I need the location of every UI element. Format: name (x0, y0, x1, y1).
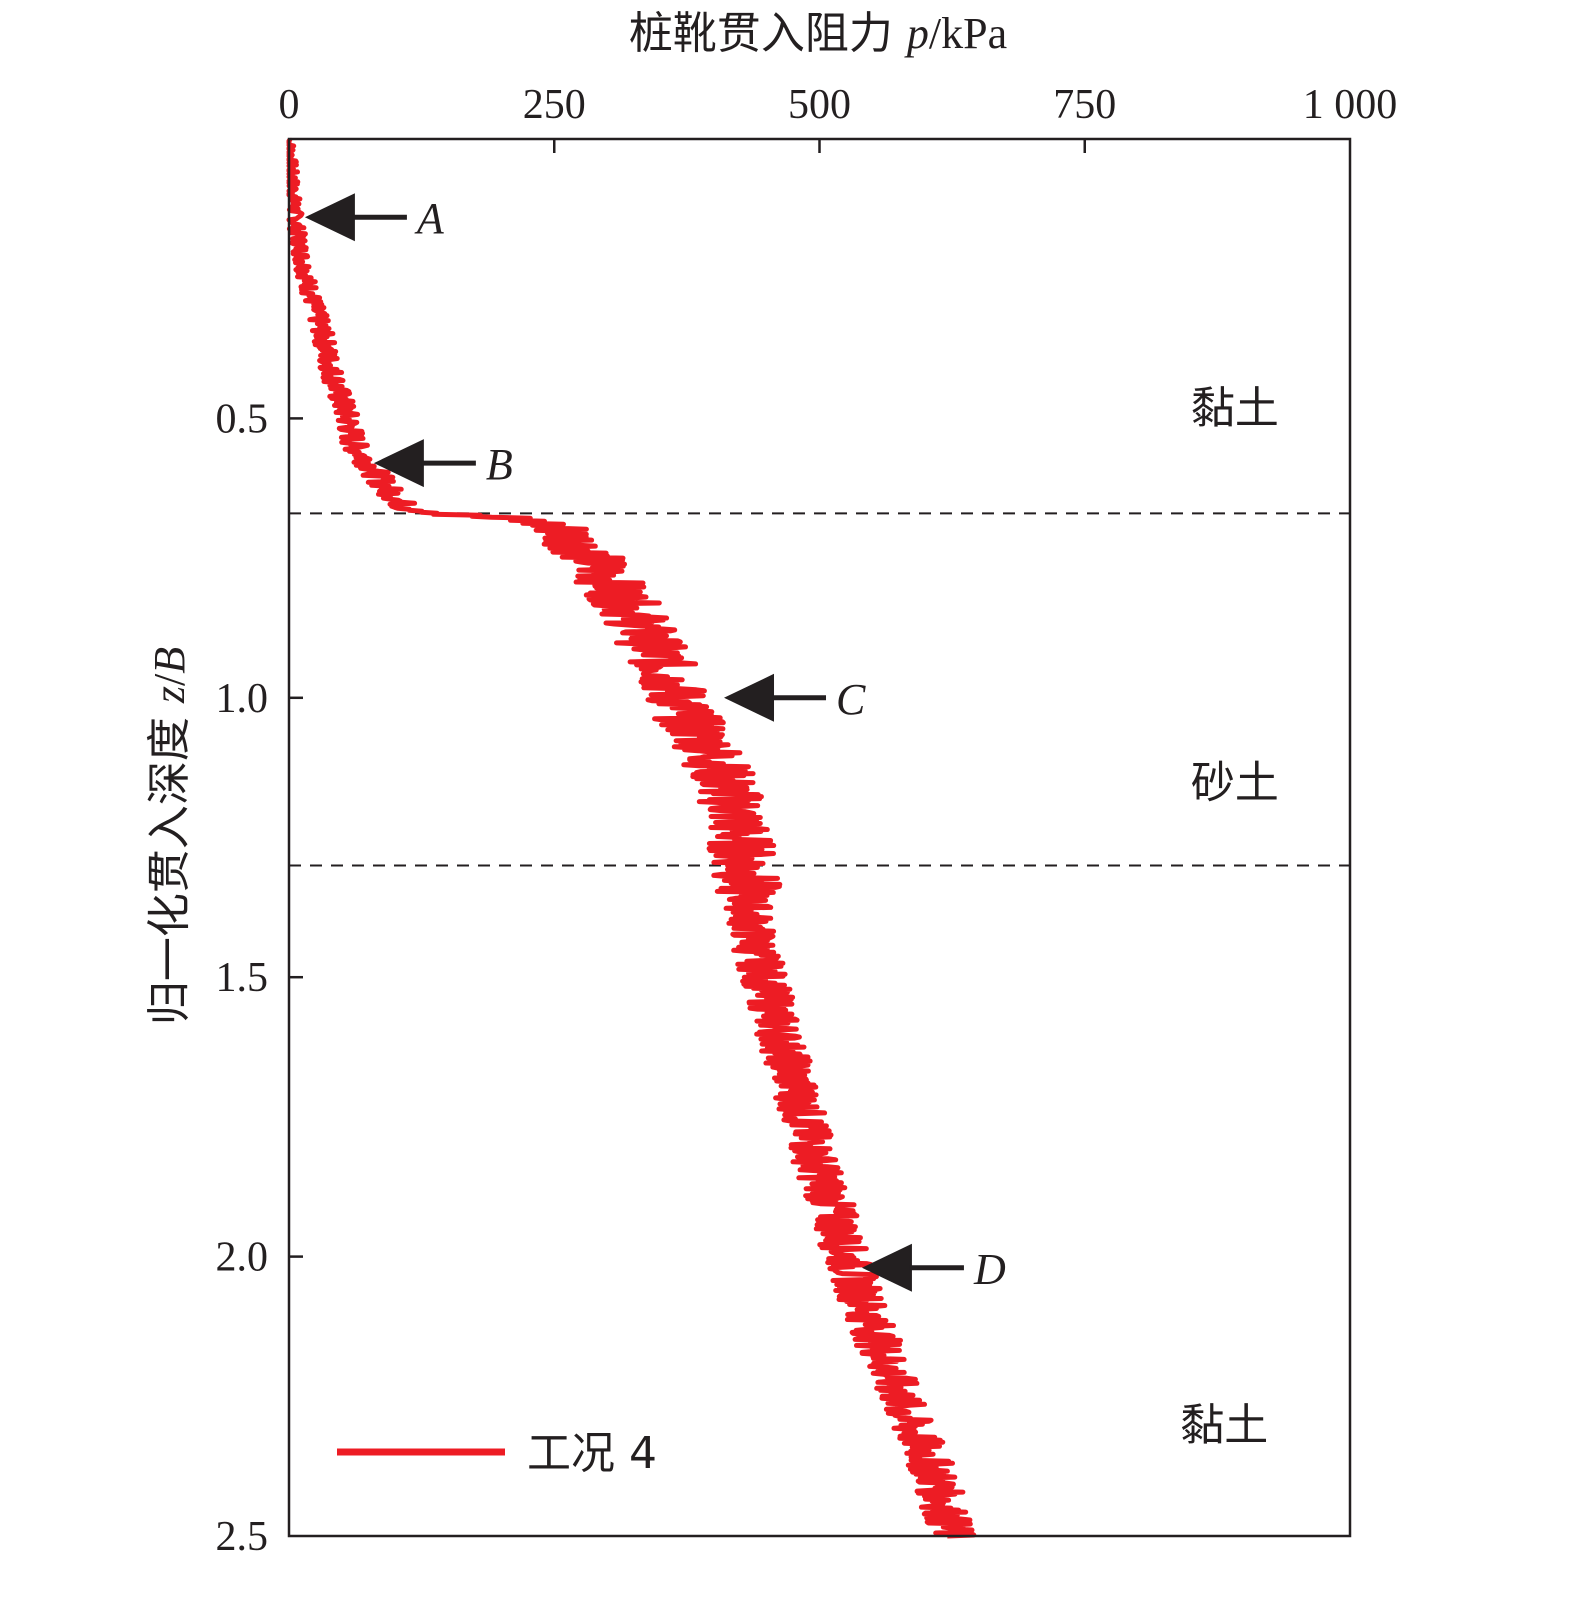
y-tick-label: 1.0 (216, 676, 269, 722)
x-axis-title-main: 桩靴贯入阻力 (629, 8, 907, 59)
legend-label: 工况 4 (527, 1428, 657, 1479)
annotation-label: D (973, 1245, 1006, 1294)
x-tick-label: 750 (1053, 82, 1116, 128)
annotations: A B C D (304, 193, 1006, 1294)
x-tick-label: 1 000 (1303, 82, 1398, 128)
y-axis-title-sep: / (145, 673, 194, 686)
x-tick-label: 250 (523, 82, 586, 128)
y-tick-label: 2.5 (216, 1514, 269, 1560)
y-tick-label: 0.5 (216, 396, 269, 442)
arrow-head (304, 193, 355, 242)
ticks: 0 250 500 750 1 000 0.5 1.0 1.5 2.0 2.5 (216, 82, 1398, 1560)
layer-boundaries (289, 512, 1350, 867)
arrow-head (373, 439, 424, 488)
y-tick-label: 2.0 (216, 1235, 269, 1281)
arrow-head (724, 673, 775, 722)
svg-text:归一化贯入深度 z/B: 归一化贯入深度 z/B (144, 647, 195, 1025)
x-tick-label: 0 (279, 82, 300, 128)
y-axis-title: 归一化贯入深度 z/B (144, 647, 195, 1025)
x-axis-title-symbol: p (904, 9, 929, 58)
legend: 工况 4 (337, 1428, 657, 1479)
annotation-arrow: B (373, 439, 513, 489)
x-axis-title-unit: /kPa (929, 9, 1007, 58)
layer-label: 黏土 (1191, 383, 1279, 434)
series (286, 137, 977, 1539)
annotation-arrow: D (861, 1243, 1006, 1294)
annotation-arrow: A (304, 193, 445, 243)
annotation-label: C (836, 675, 866, 724)
arrow-head (861, 1243, 912, 1292)
svg-text:桩靴贯入阻力 p/kPa: 桩靴贯入阻力 p/kPa (629, 8, 1007, 59)
layer-label: 砂土 (1191, 758, 1279, 809)
x-axis-title: 桩靴贯入阻力 p/kPa (629, 8, 1007, 59)
y-axis-title-main: 归一化贯入深度 (144, 703, 195, 1025)
annotation-arrow: C (724, 673, 866, 724)
layer-label: 黏土 (1180, 1400, 1268, 1451)
annotation-label: B (486, 440, 513, 489)
y-axis-title-symbol2: B (145, 647, 194, 674)
plot-frame (287, 137, 1352, 1538)
annotation-label: A (414, 194, 445, 243)
y-axis-title-symbol: z (145, 686, 194, 704)
x-tick-label: 500 (788, 82, 851, 128)
y-tick-label: 1.5 (216, 955, 269, 1001)
series-line (286, 137, 977, 1539)
